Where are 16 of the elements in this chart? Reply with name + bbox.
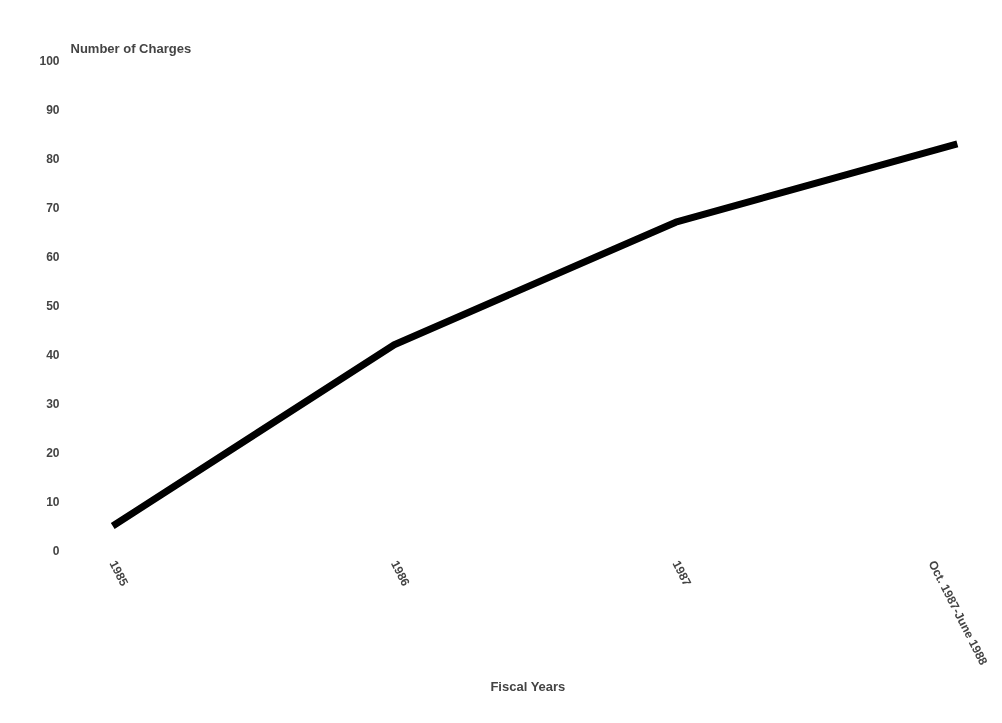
x-tick-label: 1985 bbox=[106, 558, 132, 589]
y-tick-label: 90 bbox=[46, 103, 60, 117]
y-axis-title: Number of Charges bbox=[70, 40, 192, 56]
x-tick-label: 1987 bbox=[669, 558, 695, 589]
y-tick-label: 80 bbox=[46, 152, 60, 166]
y-tick-label: 10 bbox=[46, 495, 60, 509]
y-tick-label: 60 bbox=[46, 250, 60, 264]
x-tick-label: 1986 bbox=[388, 558, 413, 589]
y-tick-label: 70 bbox=[46, 201, 60, 215]
y-tick-label: 30 bbox=[46, 397, 60, 411]
y-tick-label: 50 bbox=[46, 299, 60, 313]
y-tick-label: 40 bbox=[46, 348, 60, 362]
y-tick-label: 100 bbox=[39, 54, 60, 68]
x-axis-title: Fiscal Years bbox=[490, 678, 566, 694]
y-tick-label: 20 bbox=[46, 446, 60, 460]
y-tick-label: 0 bbox=[52, 544, 60, 558]
